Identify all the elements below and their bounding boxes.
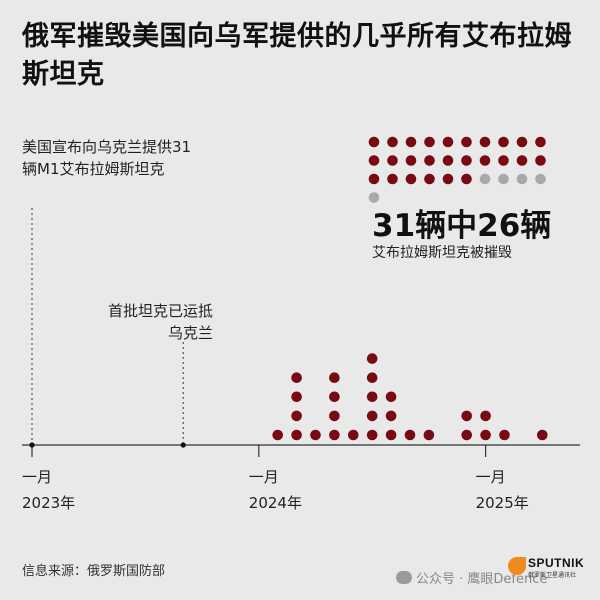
- x-tick-year-label: 2025年: [476, 494, 529, 512]
- x-tick-year-label: 2023年: [22, 494, 75, 512]
- waffle-destroyed-dot: [461, 155, 472, 166]
- destroyed-tank-dot: [385, 410, 397, 422]
- waffle-destroyed-dot: [516, 136, 528, 148]
- waffle-destroyed-dot: [387, 155, 398, 166]
- announce-annotation: 美国宣布向乌克兰提供31辆M1艾布拉姆斯坦克: [22, 138, 192, 178]
- waffle-remaining-dot: [368, 192, 380, 203]
- waffle-destroyed-dot: [442, 136, 454, 148]
- destroyed-tank-dot: [385, 429, 397, 441]
- destroyed-tank-dot: [329, 429, 340, 441]
- waffle-destroyed-dot: [498, 136, 509, 148]
- x-tick-month-label: 一月: [476, 468, 506, 486]
- destroyed-tank-dot: [366, 429, 378, 441]
- waffle-destroyed-dot: [387, 173, 398, 185]
- watermark-text: 公众号 · 鹰眼Defence: [416, 572, 548, 587]
- destroyed-tank-dot: [385, 391, 397, 403]
- destroyed-tank-dot: [537, 429, 548, 441]
- waffle-destroyed-dot: [368, 155, 380, 166]
- waffle-destroyed-dot: [442, 173, 454, 185]
- destroyed-tank-dot: [329, 372, 340, 384]
- destroyed-tank-dot: [480, 410, 491, 422]
- wechat-icon: [396, 571, 412, 584]
- destroyed-tank-dot: [291, 391, 302, 403]
- waffle-destroyed-dot: [405, 173, 417, 185]
- destroyed-tank-dot: [366, 391, 378, 403]
- x-tick-month-label: 一月: [249, 468, 279, 486]
- waffle-destroyed-dot: [424, 155, 435, 166]
- destroyed-count-subtitle: 艾布拉姆斯坦克被摧毁: [372, 245, 512, 261]
- destroyed-count-headline: 31辆中26辆: [372, 208, 552, 244]
- arrival-annotation: 首批坦克已运抵乌克兰: [107, 302, 213, 342]
- event-marker-dot: [29, 442, 35, 448]
- destroyed-tank-dot: [461, 429, 473, 441]
- destroyed-tank-dot: [461, 410, 473, 422]
- destroyed-tank-dot: [310, 429, 321, 441]
- waffle-destroyed-dot: [479, 136, 491, 148]
- sputnik-logo: SPUTNIK 俄罗斯卫星通讯社: [508, 554, 588, 582]
- waffle-destroyed-dot: [405, 136, 417, 148]
- destroyed-tank-dot: [366, 372, 378, 384]
- waffle-destroyed-dot: [442, 155, 454, 166]
- waffle-destroyed-dot: [479, 155, 491, 166]
- destroyed-tank-dot: [291, 372, 302, 384]
- x-tick-month-label: 一月: [22, 468, 52, 486]
- logo-tagline: 俄罗斯卫星通讯社: [528, 572, 577, 579]
- waffle-destroyed-dot: [516, 155, 528, 166]
- sputnik-logo-icon: [508, 557, 526, 575]
- destroyed-tank-dot: [348, 429, 359, 441]
- waffle-destroyed-dot: [535, 155, 546, 166]
- destroyed-tank-dot: [291, 410, 302, 422]
- waffle-destroyed-dot: [368, 136, 380, 148]
- destroyed-tank-dot: [366, 410, 378, 422]
- destroyed-tank-dot: [499, 429, 510, 441]
- waffle-destroyed-dot: [461, 136, 472, 148]
- x-tick-year-label: 2024年: [249, 494, 302, 512]
- waffle-destroyed-dot: [535, 136, 546, 148]
- waffle-destroyed-dot: [424, 173, 435, 185]
- waffle-destroyed-dot: [461, 173, 472, 185]
- waffle-destroyed-dot: [498, 155, 509, 166]
- waffle-destroyed-dot: [368, 173, 380, 185]
- waffle-destroyed-dot: [387, 136, 398, 148]
- destroyed-tank-dot: [272, 429, 284, 441]
- destroyed-tank-dot: [404, 429, 416, 441]
- waffle-remaining-dot: [516, 173, 528, 185]
- waffle-remaining-dot: [498, 173, 509, 185]
- waffle-remaining-dot: [479, 173, 491, 185]
- waffle-remaining-dot: [535, 173, 546, 185]
- chart-title: 俄军摧毁美国向乌军提供的几乎所有艾布拉姆斯坦克: [22, 21, 572, 90]
- waffle-destroyed-dot: [424, 136, 435, 148]
- destroyed-tank-dot: [329, 391, 340, 403]
- logo-name: SPUTNIK: [528, 556, 585, 570]
- event-marker-dot: [180, 442, 186, 448]
- destroyed-tank-dot: [423, 429, 435, 441]
- waffle-destroyed-dot: [405, 155, 417, 166]
- destroyed-tank-dot: [329, 410, 340, 422]
- source-note: 信息来源：俄罗斯国防部: [22, 564, 166, 579]
- destroyed-tank-dot: [291, 429, 302, 441]
- destroyed-tank-dot: [366, 353, 378, 364]
- destroyed-tank-dot: [480, 429, 491, 441]
- watermark: 公众号 · 鹰眼Defence: [396, 568, 547, 587]
